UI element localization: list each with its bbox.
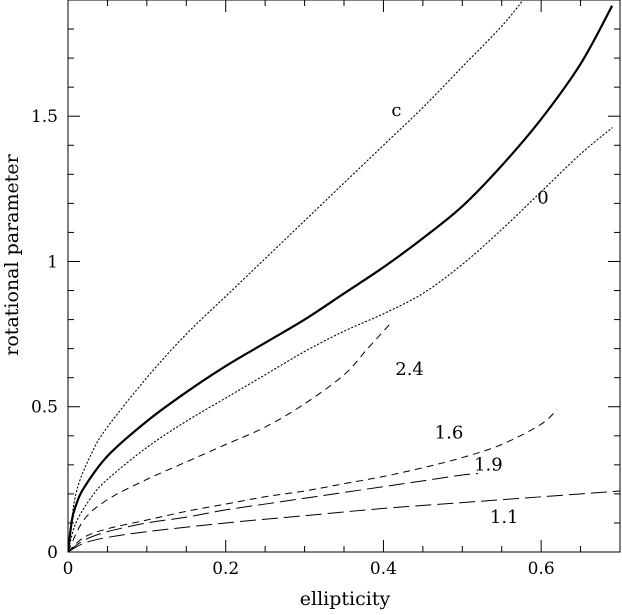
y-tick-label: 1.5 — [31, 107, 58, 127]
series-layer — [68, 0, 621, 552]
axis-ticks: 0 0.2 0.4 0.6 0 0.5 1 1.5 — [31, 0, 620, 579]
series-line-2-4 — [68, 322, 392, 552]
series-labels: c 0 2.4 1.6 1.9 1.1 — [391, 100, 548, 528]
series-label: 1.1 — [490, 507, 519, 528]
x-tick-label: 0.4 — [370, 559, 397, 579]
series-line-0 — [68, 127, 613, 552]
series-line-c — [68, 0, 524, 552]
plot-frame — [67, 0, 621, 553]
x-tick-label: 0.2 — [212, 559, 239, 579]
series-line-solid — [68, 5, 614, 552]
series-label: 2.4 — [395, 359, 424, 380]
series-label: 0 — [537, 187, 548, 208]
y-tick-label: 1 — [47, 252, 58, 272]
series-line-1-1 — [68, 490, 621, 552]
x-tick-label: 0 — [63, 559, 74, 579]
x-tick-label: 0.6 — [528, 559, 555, 579]
x-axis-label: ellipticity — [300, 588, 391, 610]
series-line-1-9 — [68, 473, 479, 552]
series-line-1-6 — [68, 409, 558, 552]
y-tick-label: 0 — [47, 543, 58, 563]
series-label: 1.6 — [435, 423, 464, 444]
y-axis-label: rotational parameter — [1, 153, 23, 355]
y-tick-label: 0.5 — [31, 398, 58, 418]
series-label: c — [391, 100, 401, 121]
series-label: 1.9 — [474, 455, 503, 476]
